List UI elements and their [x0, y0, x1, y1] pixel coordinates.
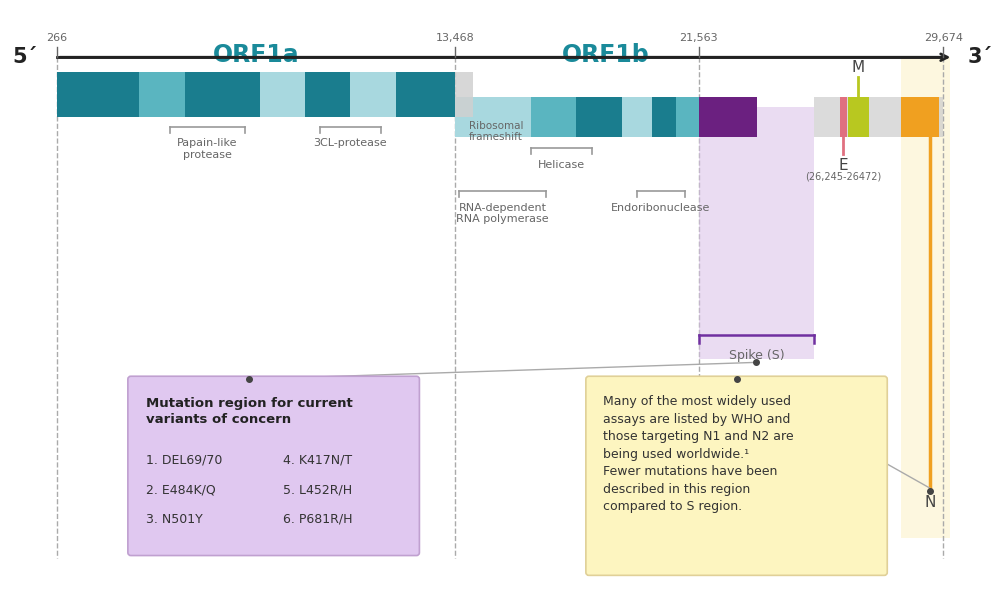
Bar — [305, 72, 350, 117]
Text: RNA-dependent
RNA polymerase: RNA-dependent RNA polymerase — [456, 203, 549, 224]
Bar — [814, 97, 943, 137]
Text: 3´: 3´ — [968, 47, 993, 67]
Bar — [622, 97, 652, 137]
Text: 2. E484K/Q: 2. E484K/Q — [146, 483, 215, 496]
Bar — [185, 72, 260, 117]
Bar — [139, 72, 185, 117]
Text: Endoribonuclease: Endoribonuclease — [611, 203, 711, 213]
Text: 5´: 5´ — [12, 47, 37, 67]
Bar — [350, 72, 396, 117]
Text: 21,563: 21,563 — [680, 33, 718, 43]
Bar — [396, 72, 455, 117]
Text: 266: 266 — [46, 33, 68, 43]
Text: ORF1a: ORF1a — [213, 43, 299, 67]
FancyBboxPatch shape — [128, 377, 419, 555]
Text: (26,245-26472): (26,245-26472) — [805, 171, 882, 181]
Text: Mutation region for current
variants of concern: Mutation region for current variants of … — [146, 397, 352, 426]
Text: Ribosomal
frameshift: Ribosomal frameshift — [469, 121, 523, 142]
Bar — [699, 107, 814, 359]
Text: 6. P681R/H: 6. P681R/H — [283, 513, 353, 526]
Bar — [676, 97, 699, 137]
Text: Helicase: Helicase — [538, 160, 585, 170]
Text: 4. K417N/T: 4. K417N/T — [283, 453, 353, 466]
Text: E: E — [839, 158, 848, 173]
Text: 13,468: 13,468 — [436, 33, 474, 43]
Bar — [699, 97, 757, 137]
Bar — [848, 97, 869, 137]
Text: 5. L452R/H: 5. L452R/H — [283, 483, 353, 496]
Bar — [57, 72, 139, 117]
Text: 3CL-protease: 3CL-protease — [314, 139, 387, 149]
Bar — [455, 72, 473, 117]
Bar — [901, 97, 939, 137]
FancyBboxPatch shape — [586, 377, 887, 575]
Text: 3. N501Y: 3. N501Y — [146, 513, 202, 526]
Text: 29,674: 29,674 — [924, 33, 963, 43]
Bar — [652, 97, 676, 137]
Bar — [840, 97, 847, 137]
Text: Papain-like
protease: Papain-like protease — [177, 139, 237, 160]
Text: 1. DEL69/70: 1. DEL69/70 — [146, 453, 222, 466]
Bar — [260, 72, 305, 117]
Text: Many of the most widely used
assays are listed by WHO and
those targeting N1 and: Many of the most widely used assays are … — [603, 395, 793, 513]
Bar — [901, 57, 950, 538]
Bar — [531, 97, 576, 137]
Bar — [455, 97, 531, 137]
Text: ORF1b: ORF1b — [562, 43, 649, 67]
Text: Spike (S): Spike (S) — [729, 349, 784, 362]
Text: M: M — [852, 60, 865, 75]
Text: N: N — [924, 495, 936, 510]
Bar — [576, 97, 622, 137]
